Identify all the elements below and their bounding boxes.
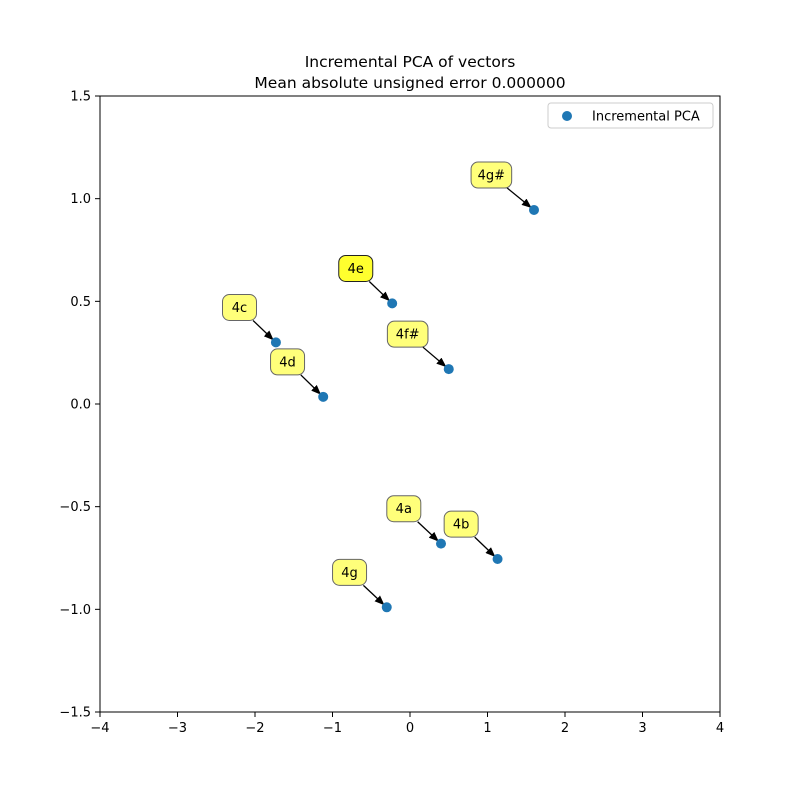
- point-label: 4c: [232, 301, 247, 316]
- x-tick-label: 3: [638, 721, 646, 736]
- data-point: [443, 364, 454, 375]
- annotation-4g: 4g: [332, 558, 385, 606]
- y-tick-label: 1.5: [70, 90, 91, 105]
- label-box: [386, 495, 422, 523]
- label-box: [332, 558, 368, 586]
- x-tick-label: −2: [245, 721, 264, 736]
- y-axis: −1.5 −1.0 −0.5 0.0 0.5 1.0 1.5: [59, 90, 100, 721]
- label-box: [222, 293, 257, 321]
- point-label: 4g: [341, 566, 358, 581]
- chart-subtitle: Mean absolute unsigned error 0.000000: [254, 74, 565, 92]
- data-point: [529, 204, 539, 215]
- chart-title: Incremental PCA of vectors: [305, 53, 516, 71]
- plot-frame: [99, 95, 721, 713]
- label-box: [338, 254, 374, 282]
- annotations: 4g# 4e 4c 4f# 4d 4a 4b 4g: [222, 161, 532, 606]
- annotation-arrow: [417, 521, 439, 542]
- y-tick-label: −1.0: [59, 603, 91, 618]
- x-axis: −4 −3 −2 −1 0 1 2 3 4: [90, 712, 724, 736]
- data-point: [387, 298, 398, 309]
- annotation-4d: 4d: [270, 348, 322, 395]
- legend: Incremental PCA: [547, 102, 714, 129]
- label-box: [470, 161, 513, 189]
- x-tick-label: 0: [406, 721, 414, 736]
- annotation-arrow: [368, 281, 391, 302]
- annotation-arrow: [422, 346, 447, 368]
- annotation-4c: 4c: [222, 293, 274, 341]
- y-tick-label: −0.5: [59, 500, 91, 515]
- annotation-4a: 4a: [386, 495, 439, 542]
- annotation-arrow: [252, 320, 274, 341]
- y-tick-label: 1.0: [70, 192, 91, 207]
- legend-marker: [562, 111, 572, 121]
- x-tick-label: 2: [561, 721, 569, 736]
- y-tick-label: −1.5: [59, 706, 91, 721]
- point-label: 4d: [279, 355, 296, 370]
- data-point: [492, 554, 503, 565]
- x-tick-label: −1: [323, 721, 342, 736]
- label-box: [270, 348, 306, 376]
- x-tick-label: −3: [168, 721, 187, 736]
- annotation-4g-sharp: 4g#: [470, 161, 532, 209]
- point-label: 4g#: [478, 169, 505, 184]
- annotation-4e: 4e: [338, 254, 391, 302]
- annotation-arrow: [474, 536, 496, 557]
- annotation-arrow: [506, 187, 532, 209]
- legend-label: Incremental PCA: [592, 110, 700, 125]
- data-point: [270, 337, 281, 348]
- point-label: 4a: [396, 502, 412, 517]
- annotation-4b: 4b: [443, 510, 496, 557]
- point-label: 4b: [453, 518, 470, 533]
- annotation-arrow: [300, 374, 322, 395]
- label-box: [386, 320, 429, 348]
- x-tick-label: 1: [483, 721, 491, 736]
- point-label: 4e: [348, 262, 364, 277]
- legend-frame: [547, 102, 714, 129]
- x-tick-label: 4: [716, 721, 724, 736]
- point-label: 4f#: [396, 328, 420, 343]
- y-tick-label: 0.0: [70, 398, 91, 413]
- annotation-arrow: [362, 584, 385, 606]
- annotation-4f-sharp: 4f#: [386, 320, 447, 368]
- data-point: [318, 391, 329, 402]
- x-tick-label: −4: [90, 721, 109, 736]
- data-point: [436, 538, 446, 549]
- y-tick-label: 0.5: [70, 295, 91, 310]
- label-box: [443, 510, 479, 538]
- markers: [270, 204, 539, 613]
- data-point: [381, 602, 392, 613]
